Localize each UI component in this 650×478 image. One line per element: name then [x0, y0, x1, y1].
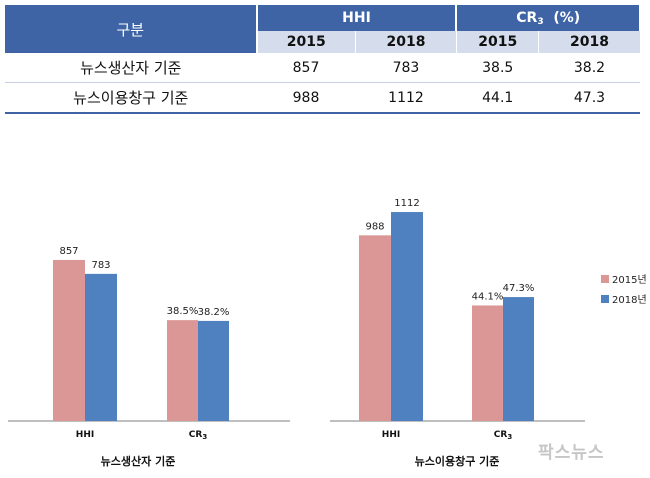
legend-swatch: [601, 295, 609, 303]
bar: [503, 297, 534, 421]
row-label: 뉴스생산자 기준: [5, 53, 257, 83]
category-label: CR3: [189, 430, 208, 441]
table-row: 뉴스이용창구 기준 988 1112 44.1 47.3: [5, 82, 640, 114]
watermark: 팍스뉴스: [538, 443, 605, 463]
data-label: 38.2%: [198, 307, 230, 318]
bar: [53, 259, 85, 421]
category-label: HHI: [76, 430, 94, 440]
header-cr-unit: (%): [553, 9, 581, 26]
table-row: 뉴스생산자 기준 857 783 38.5 38.2: [5, 53, 640, 83]
data-table: 구분 HHI CR3 (%) 2015 2018 2015 2018 뉴스생산자…: [5, 5, 641, 114]
header-year-cr-2015: 2015: [456, 31, 540, 53]
table-cell: 988: [256, 82, 356, 114]
bar: [167, 320, 198, 421]
table-cell: 783: [355, 53, 457, 83]
legend-label: 2015년: [612, 274, 647, 286]
table-cell: 38.5: [456, 53, 539, 83]
header-year-hhi-2015: 2015: [256, 31, 356, 53]
bar: [472, 305, 503, 421]
bar: [85, 273, 117, 421]
data-label: 44.1%: [472, 291, 504, 302]
data-label: 38.5%: [167, 306, 199, 317]
category-label: CR3: [494, 430, 513, 441]
row-label: 뉴스이용창구 기준: [5, 82, 257, 114]
category-label: HHI: [382, 430, 400, 440]
bar: [359, 235, 391, 421]
data-label: 857: [59, 246, 78, 257]
header-cr-sub: 3: [537, 16, 544, 27]
legend-swatch: [601, 275, 609, 283]
header-cr-main: CR: [516, 9, 538, 26]
chart-title: 뉴스이용창구 기준: [415, 454, 500, 468]
bar: [198, 320, 229, 421]
table-cell: 44.1: [456, 82, 539, 114]
data-label: 1112: [394, 198, 419, 209]
table-cell: 47.3: [538, 82, 640, 114]
header-year-cr-2018: 2018: [538, 31, 641, 53]
bar: [391, 212, 423, 421]
table-cell: 1112: [355, 82, 457, 114]
header-hhi: HHI: [256, 5, 458, 31]
chart-title: 뉴스생산자 기준: [101, 454, 176, 468]
header-year-hhi-2018: 2018: [355, 31, 457, 53]
data-label: 47.3%: [503, 283, 535, 294]
table-cell: 38.2: [538, 53, 640, 83]
table-cell: 857: [256, 53, 356, 83]
legend-label: 2018년: [612, 294, 647, 306]
data-label: 988: [365, 221, 384, 232]
header-gubun: 구분: [5, 5, 258, 53]
header-cr3: CR3 (%): [456, 5, 641, 31]
data-label: 783: [91, 260, 110, 271]
